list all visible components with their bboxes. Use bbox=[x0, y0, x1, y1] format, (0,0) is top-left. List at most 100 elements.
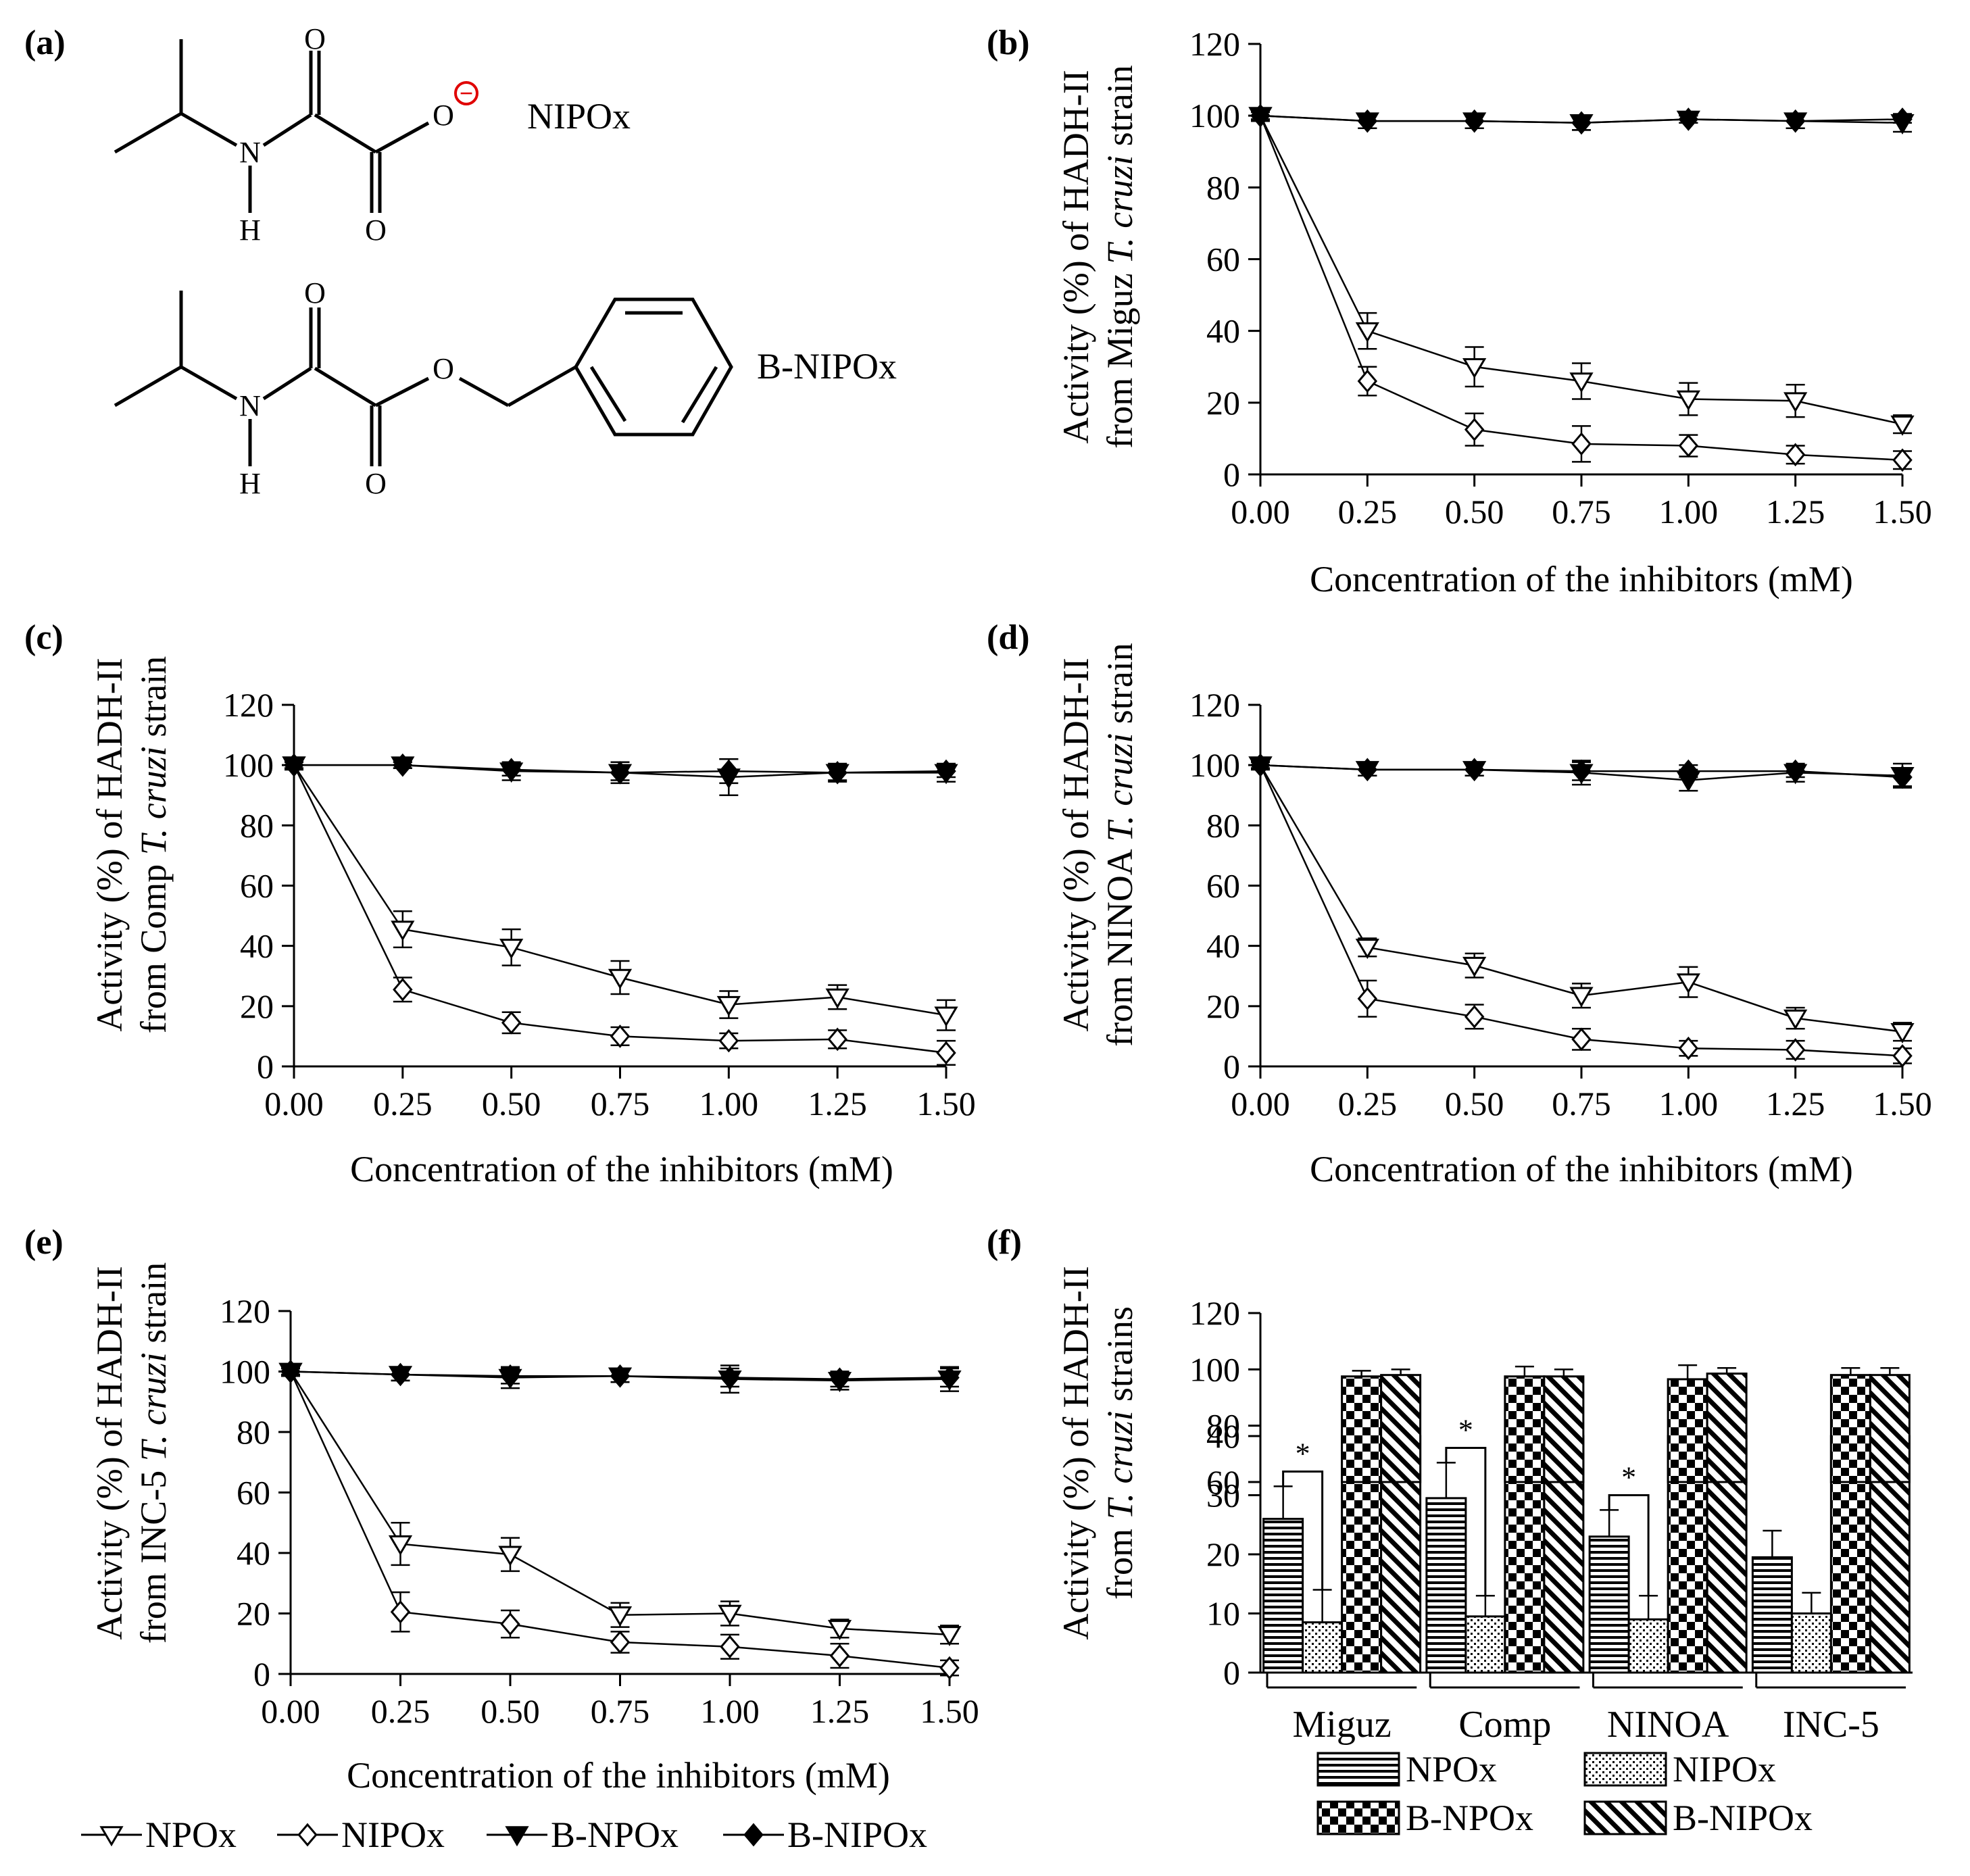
chart-c-point-3-3 bbox=[610, 760, 631, 785]
atom-h-1: H bbox=[239, 214, 261, 247]
chart-f-bar-1-2 bbox=[1627, 1618, 1669, 1674]
bnipox-name: B-NIPOx bbox=[757, 346, 897, 387]
chart-b-point-0-1 bbox=[1355, 322, 1379, 343]
chart-f-bar-2-0 bbox=[1341, 1375, 1383, 1483]
chart-b-point-0-4 bbox=[1676, 390, 1700, 411]
chart-e-point-1-2 bbox=[500, 1612, 520, 1636]
chart-b-point-1-2 bbox=[1464, 418, 1485, 441]
chart-b-xtick-label-6: 1.50 bbox=[1873, 493, 1932, 530]
chart-b-xtick-label-0: 0.00 bbox=[1231, 493, 1290, 530]
line-legend-marker-0 bbox=[99, 1826, 124, 1847]
chart-c-point-3-2 bbox=[501, 758, 522, 782]
chart-f-upper-ytick-label-1: 80 bbox=[1206, 1407, 1240, 1445]
chart-e-point-1-1 bbox=[390, 1600, 411, 1624]
chart-b-point-1-5 bbox=[1785, 443, 1806, 467]
chart-d-point-1-1 bbox=[1357, 987, 1378, 1011]
chart-c-point-3-5 bbox=[827, 760, 847, 785]
chart-c-ytick-label-6: 120 bbox=[223, 686, 274, 724]
chart-f-sig-bracket-0 bbox=[1282, 1471, 1324, 1590]
chart-d-xtick-label-1: 0.25 bbox=[1338, 1085, 1398, 1122]
chart-e-point-3-6 bbox=[939, 1366, 960, 1389]
chart-d-point-0-1 bbox=[1355, 939, 1379, 960]
chart-b-xlabel: Concentration of the inhibitors (mM) bbox=[1310, 559, 1853, 599]
atom-h-2: H bbox=[239, 467, 261, 500]
chart-f-bar-1-0 bbox=[1302, 1621, 1344, 1674]
bar-legend-label-1: NIPOx bbox=[1673, 1749, 1776, 1789]
atom-o-2: O bbox=[433, 99, 454, 132]
chart-e-series-line-0 bbox=[289, 1371, 950, 1636]
chart-b-xtick-label-2: 0.50 bbox=[1445, 493, 1504, 530]
chart-d-point-1-6 bbox=[1892, 1044, 1913, 1068]
chart-e-point-0-4 bbox=[718, 1604, 742, 1625]
chart-c-ytick-label-2: 40 bbox=[240, 927, 274, 965]
chart-c-xtick-label-0: 0.00 bbox=[264, 1085, 324, 1122]
panel-label-a: (a) bbox=[24, 24, 66, 62]
chart-b-point-0-5 bbox=[1783, 392, 1808, 413]
chart-e-point-3-1 bbox=[390, 1362, 411, 1387]
chart-d-point-1-5 bbox=[1785, 1038, 1806, 1062]
chart-b-point-3-1 bbox=[1357, 109, 1378, 133]
chart-c-point-1-1 bbox=[393, 977, 413, 1002]
chart-b-ylabel-line2: from Miguz T. cruzi strain bbox=[1100, 65, 1140, 448]
chart-b-series-line-1 bbox=[1259, 115, 1903, 462]
chart-e-point-3-0 bbox=[280, 1360, 301, 1383]
chart-f-ylabel-line1: Activity (%) of HADH-II bbox=[1056, 1266, 1096, 1639]
chart-c-xtick-label-4: 1.00 bbox=[699, 1085, 759, 1122]
chart-c-point-1-5 bbox=[827, 1027, 847, 1052]
chart-e-point-3-5 bbox=[829, 1367, 850, 1391]
chart-b-point-1-6 bbox=[1892, 448, 1913, 472]
atom-o-6: O bbox=[365, 467, 387, 500]
chart-e-xtick-label-5: 1.25 bbox=[810, 1692, 870, 1730]
chart-c-point-3-6 bbox=[936, 759, 956, 783]
chart-e-xlabel: Concentration of the inhibitors (mM) bbox=[347, 1755, 890, 1796]
chart-f-bar-1-3 bbox=[1790, 1612, 1832, 1674]
chart-c-series-line-1 bbox=[293, 764, 947, 1054]
chart-b-point-0-3 bbox=[1569, 372, 1594, 393]
chart-f-bar-2-2 bbox=[1667, 1378, 1708, 1483]
chart-c-xtick-label-3: 0.75 bbox=[591, 1085, 650, 1122]
chart-c-ytick-label-3: 60 bbox=[240, 867, 274, 905]
chart-b-point-3-2 bbox=[1464, 109, 1485, 133]
chart-f-lower-ytick-label-1: 10 bbox=[1206, 1595, 1240, 1633]
chart-f-bar-0-0 bbox=[1262, 1518, 1304, 1674]
chart-c-xlabel: Concentration of the inhibitors (mM) bbox=[350, 1149, 893, 1189]
chart-d-xtick-label-4: 1.00 bbox=[1659, 1085, 1719, 1122]
chart-b-point-3-3 bbox=[1571, 111, 1592, 135]
chart-c-point-3-4 bbox=[718, 759, 739, 783]
panel-label-f: (f) bbox=[987, 1223, 1022, 1262]
chart-c-point-0-3 bbox=[608, 968, 633, 989]
atom-n-2: N bbox=[239, 389, 261, 422]
line-legend-label-1: NIPOx bbox=[341, 1815, 445, 1855]
chart-f-category-label-0: Miguz bbox=[1293, 1704, 1392, 1746]
chart-b-xtick-label-3: 0.75 bbox=[1552, 493, 1611, 530]
chart-e-point-0-1 bbox=[388, 1535, 413, 1556]
chart-d-ytick-label-3: 60 bbox=[1206, 867, 1240, 905]
chart-b-ytick-label-0: 0 bbox=[1223, 455, 1240, 493]
chart-e-ytick-label-3: 60 bbox=[237, 1474, 270, 1512]
chart-d-xtick-label-0: 0.00 bbox=[1231, 1085, 1290, 1122]
atom-n-1: N bbox=[239, 136, 261, 169]
chart-d-point-3-2 bbox=[1464, 758, 1485, 782]
chart-b-ytick-label-6: 120 bbox=[1189, 25, 1240, 63]
chart-b-point-0-6 bbox=[1890, 415, 1915, 436]
chart-c-ylabel-line1: Activity (%) of HADH-II bbox=[89, 658, 130, 1031]
chart-d-ytick-label-1: 20 bbox=[1206, 987, 1240, 1025]
chart-b-point-3-4 bbox=[1678, 107, 1699, 131]
chart-c-point-1-2 bbox=[501, 1011, 522, 1035]
chart-d-xtick-label-2: 0.50 bbox=[1445, 1085, 1504, 1122]
bar-legend-swatch-0 bbox=[1316, 1752, 1400, 1787]
chart-b-xtick-label-1: 0.25 bbox=[1338, 493, 1398, 530]
chart-e-xtick-label-0: 0.00 bbox=[261, 1692, 320, 1730]
chart-d-ytick-label-0: 0 bbox=[1223, 1047, 1240, 1085]
chart-f-bar-0-1 bbox=[1425, 1497, 1467, 1674]
bar-legend-swatch-3 bbox=[1583, 1800, 1667, 1835]
chart-d-xtick-label-6: 1.50 bbox=[1873, 1085, 1932, 1122]
chart-e: 0 20 40 60 80 100 120 0.00 0.25 0.50 0.75 1.00 1.25 1… bbox=[220, 1292, 979, 1730]
chart-b-point-3-6 bbox=[1892, 107, 1913, 131]
chart-d-series-line-1 bbox=[1259, 764, 1903, 1057]
chart-f-bar-3-0 bbox=[1380, 1374, 1422, 1483]
chart-c-point-1-4 bbox=[718, 1029, 739, 1053]
chart-b-point-1-4 bbox=[1678, 434, 1699, 458]
chart-e-ytick-label-1: 20 bbox=[237, 1595, 270, 1633]
